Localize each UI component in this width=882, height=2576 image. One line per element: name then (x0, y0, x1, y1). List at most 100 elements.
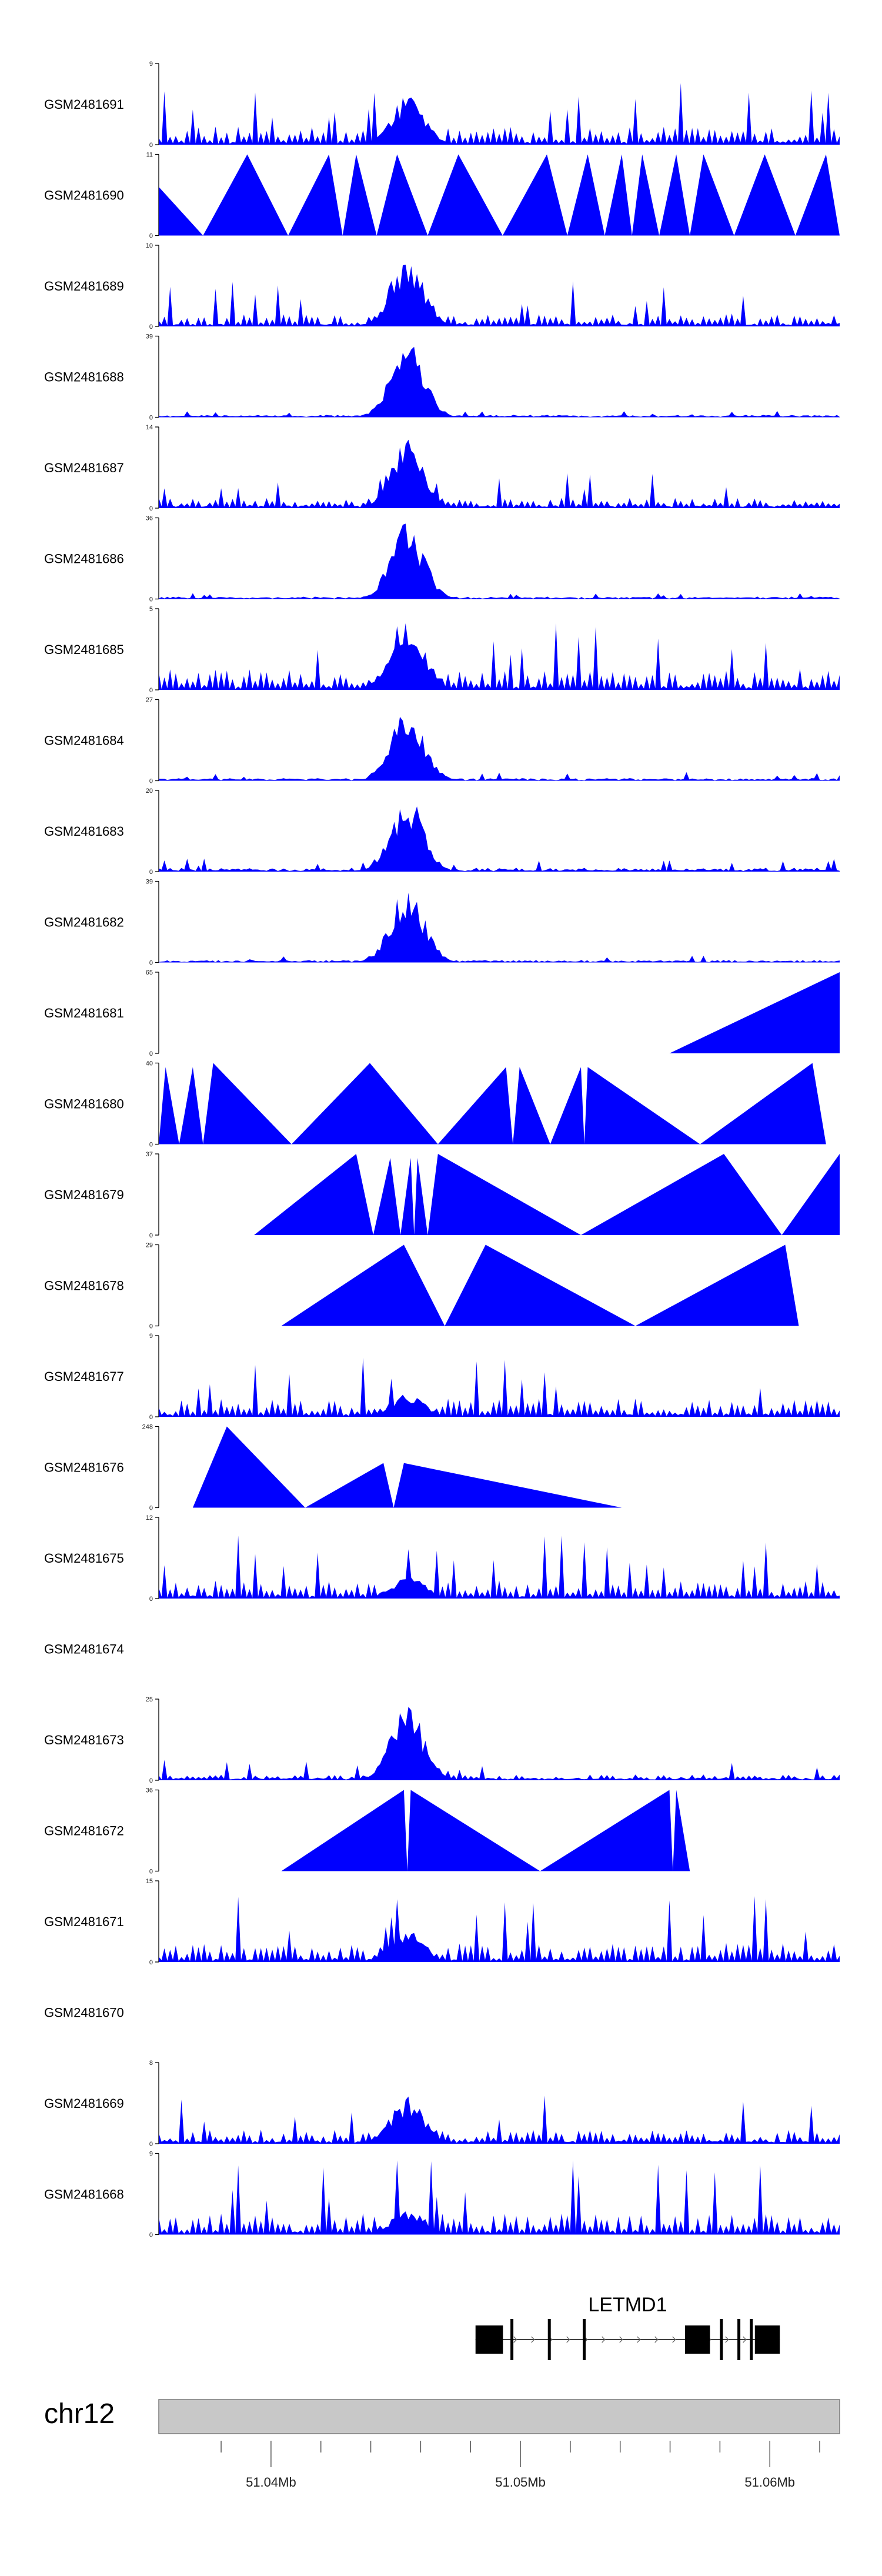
strand-arrow-icon (513, 2336, 517, 2343)
y-min-label: 0 (149, 323, 153, 331)
y-min-label: 0 (149, 1959, 153, 1966)
y-max-label: 40 (146, 1060, 153, 1067)
strand-arrow-icon (725, 2336, 729, 2343)
y-max-label: 65 (146, 969, 153, 976)
y-max-label: 9 (149, 61, 153, 68)
track-GSM2481689: GSM2481689 10 0 (44, 242, 840, 331)
y-min-label: 0 (149, 778, 153, 785)
exon-block (750, 2319, 753, 2360)
track-label: GSM2481678 (44, 1279, 124, 1293)
track-label: GSM2481689 (44, 279, 124, 293)
signal-area (499, 972, 840, 1053)
x-tick-label: 51.04Mb (246, 2475, 296, 2490)
track-label: GSM2481670 (44, 2006, 124, 2020)
track-label: GSM2481675 (44, 1551, 124, 1566)
strand-arrow-icon (672, 2336, 676, 2343)
y-min-label: 0 (149, 1777, 153, 1784)
y-max-label: 20 (146, 788, 153, 795)
strand-arrow-icon (654, 2336, 659, 2343)
track-GSM2481676: GSM2481676 248 0 (44, 1424, 622, 1512)
y-min-label: 0 (149, 960, 153, 967)
y-min-label: 0 (149, 1232, 153, 1239)
y-max-label: 39 (146, 879, 153, 886)
track-label: GSM2481677 (44, 1369, 124, 1384)
signal-area (159, 265, 840, 326)
track-GSM2481677: GSM2481677 9 0 (44, 1333, 840, 1421)
y-min-label: 0 (149, 687, 153, 694)
y-min-label: 0 (149, 1050, 153, 1057)
signal-area (281, 1244, 799, 1326)
track-GSM2481688: GSM2481688 39 0 (44, 333, 840, 422)
strand-arrow-icon (743, 2336, 747, 2343)
track-GSM2481682: GSM2481682 39 0 (44, 879, 840, 967)
strand-arrow-icon (637, 2336, 641, 2343)
y-min-label: 0 (149, 233, 153, 240)
y-min-label: 0 (149, 1596, 153, 1603)
y-min-label: 0 (149, 505, 153, 512)
track-GSM2481684: GSM2481684 27 0 (44, 697, 840, 785)
signal-area (159, 83, 840, 145)
y-min-label: 0 (149, 2141, 153, 2148)
signal-area (159, 1896, 840, 1962)
x-tick-label: 51.06Mb (744, 2475, 795, 2490)
y-max-label: 9 (149, 1333, 153, 1340)
track-label: GSM2481671 (44, 1914, 124, 1929)
y-max-label: 10 (146, 242, 153, 249)
gene-name-label: LETMD1 (588, 2294, 667, 2316)
signal-area (159, 1357, 840, 1417)
track-GSM2481674: GSM2481674 (44, 1642, 124, 1657)
track-label: GSM2481672 (44, 1824, 124, 1838)
signal-area (159, 716, 840, 781)
signal-area (159, 623, 840, 690)
y-min-label: 0 (149, 1414, 153, 1421)
signal-area (159, 1535, 840, 1599)
y-min-label: 0 (149, 1323, 153, 1330)
signal-area (281, 1790, 690, 1871)
track-label: GSM2481674 (44, 1642, 124, 1657)
y-max-label: 11 (146, 152, 153, 159)
exon-block (547, 2319, 551, 2360)
track-label: GSM2481687 (44, 461, 124, 475)
track-label: GSM2481686 (44, 552, 124, 566)
exon-block (720, 2319, 723, 2360)
track-GSM2481691: GSM2481691 9 0 (44, 61, 840, 149)
strand-arrow-icon (619, 2336, 623, 2343)
track-GSM2481686: GSM2481686 36 0 (44, 515, 840, 603)
track-label: GSM2481681 (44, 1006, 124, 1020)
y-max-label: 9 (149, 2151, 153, 2158)
y-max-label: 8 (149, 2060, 153, 2067)
track-GSM2481668: GSM2481668 9 0 (44, 2151, 840, 2239)
track-label: GSM2481684 (44, 733, 124, 748)
track-GSM2481683: GSM2481683 20 0 (44, 788, 840, 876)
y-max-label: 39 (146, 333, 153, 341)
track-GSM2481687: GSM2481687 14 0 (44, 424, 840, 512)
track-label: GSM2481680 (44, 1097, 124, 1112)
signal-area (254, 1154, 840, 1235)
track-label: GSM2481676 (44, 1460, 124, 1475)
tracks-group: GSM248169190GSM2481690110GSM2481689100GS… (44, 61, 840, 2239)
exon-block (510, 2319, 514, 2360)
exon-block (583, 2319, 586, 2360)
exon-block (754, 2325, 780, 2354)
chromosome-band (158, 2399, 840, 2434)
y-min-label: 0 (149, 596, 153, 603)
track-GSM2481679: GSM2481679 37 0 (44, 1151, 840, 1239)
track-GSM2481670: GSM2481670 (44, 2006, 124, 2020)
gene-annotation: LETMD1 (475, 2294, 780, 2360)
y-min-label: 0 (149, 1142, 153, 1149)
track-label: GSM2481669 (44, 2096, 124, 2111)
y-max-label: 29 (146, 1242, 153, 1249)
track-label: GSM2481683 (44, 824, 124, 839)
track-label: GSM2481679 (44, 1187, 124, 1202)
genomic-axis: 51.04Mb 51.05Mb 51.06Mb (220, 2441, 820, 2490)
track-label: GSM2481691 (44, 97, 124, 112)
signal-area (192, 1426, 622, 1508)
exon-block (475, 2325, 503, 2354)
strand-arrow-icon (531, 2336, 535, 2343)
signal-area (159, 439, 840, 508)
track-label: GSM2481682 (44, 915, 124, 930)
signal-area (159, 154, 840, 236)
y-max-label: 36 (146, 515, 153, 522)
signal-area (159, 893, 840, 963)
